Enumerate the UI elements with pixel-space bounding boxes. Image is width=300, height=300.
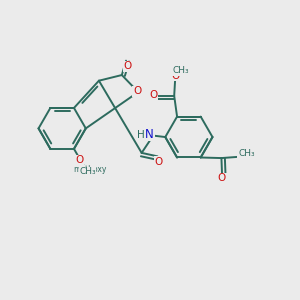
Text: O: O: [133, 86, 141, 97]
Text: CH₃: CH₃: [79, 167, 96, 176]
Text: H: H: [137, 130, 145, 140]
Text: O: O: [154, 157, 163, 166]
Text: N: N: [145, 128, 154, 141]
Text: O: O: [218, 173, 226, 183]
Text: O: O: [75, 155, 84, 165]
Text: CH₃: CH₃: [239, 149, 255, 158]
Text: O: O: [238, 151, 246, 161]
Text: CH₃: CH₃: [172, 66, 189, 75]
Text: O: O: [123, 61, 132, 71]
Text: O: O: [172, 71, 180, 81]
Text: O: O: [149, 90, 157, 100]
Text: methoxy: methoxy: [74, 165, 107, 174]
